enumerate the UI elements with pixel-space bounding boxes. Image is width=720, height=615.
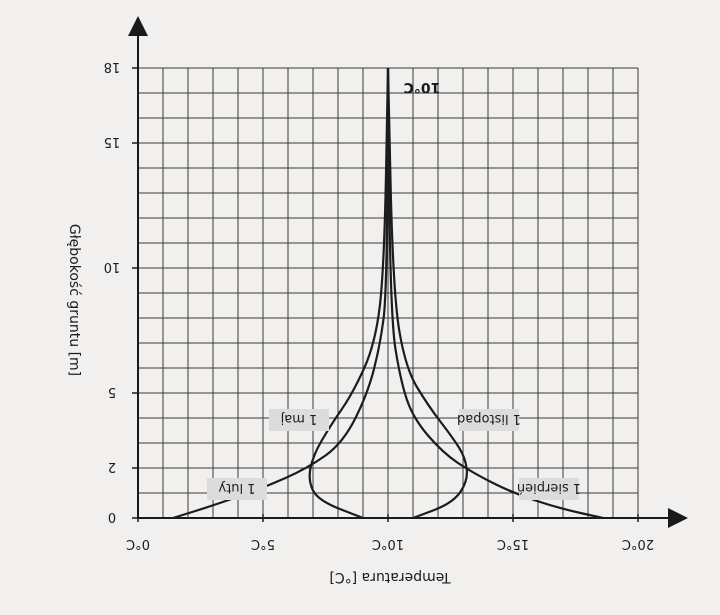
- series-label-box: [207, 478, 267, 500]
- series-curves: [172, 67, 604, 520]
- convergence-annotation: 10°C: [404, 79, 441, 95]
- x-tick-label: 5°C: [251, 536, 275, 551]
- x-axis-title: Temperatura [°C]: [329, 569, 451, 585]
- series-label-box: [459, 409, 519, 431]
- x-tick-label: 20°C: [622, 536, 654, 551]
- series-line-3: [386, 67, 469, 520]
- series-label: 1 listopad: [457, 411, 521, 426]
- y-tick-label: 5: [108, 384, 116, 399]
- y-tick-label: 15: [104, 134, 121, 149]
- x-tick-label: 0°C: [126, 536, 150, 551]
- series-line-0: [172, 67, 390, 520]
- chart-labels: 0°C 5°C 10°C 15°C 20°C 0 2 5 10 15 18 Temperatura […: [66, 59, 654, 585]
- series-label-box: [519, 478, 579, 500]
- y-tick-label: 10: [104, 259, 121, 274]
- grid-lines: [138, 67, 639, 518]
- series-line-1: [308, 67, 390, 520]
- x-tick-label: 15°C: [497, 536, 529, 551]
- series-label: 1 sierpień: [517, 480, 581, 495]
- x-tick-label: 10°C: [372, 536, 404, 551]
- y-tick-label: 18: [104, 59, 121, 74]
- y-axis-title: Głębokość gruntu [m]: [66, 224, 82, 376]
- y-tick-label: 0: [108, 509, 116, 524]
- series-label-box: [269, 409, 329, 431]
- axes: [128, 16, 688, 528]
- series-label: 1 luty: [218, 480, 255, 495]
- series-line-2: [386, 67, 604, 520]
- y-tick-label: 2: [108, 459, 116, 474]
- series-label: 1 maj: [281, 411, 318, 426]
